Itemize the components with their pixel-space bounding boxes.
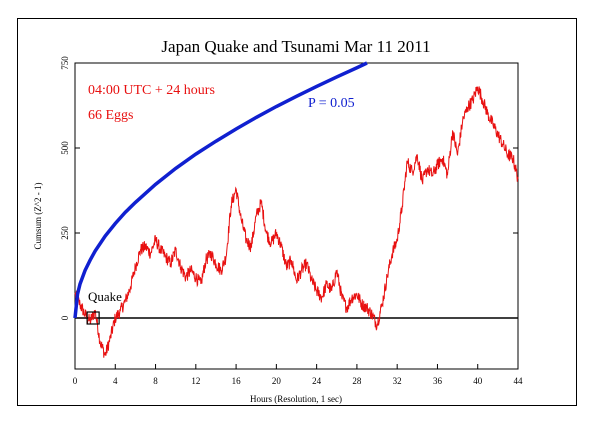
quake-marker-box <box>86 311 100 325</box>
x-tick-label: 36 <box>433 376 443 386</box>
x-axis-label: Hours (Resolution, 1 sec) <box>250 394 342 404</box>
y-tick-label: 250 <box>60 226 70 240</box>
x-tick-label: 28 <box>352 376 362 386</box>
annotation-egg-count: 66 Eggs <box>88 108 134 123</box>
y-axis-label: Cumsum (Z^2 - 1) <box>33 183 43 250</box>
annotation-time-window: 04:00 UTC + 24 hours <box>88 83 215 98</box>
y-tick-label: 500 <box>60 141 70 155</box>
plot-area <box>74 62 519 370</box>
chart-title: Japan Quake and Tsunami Mar 11 2011 <box>161 37 430 56</box>
x-tick-label: 12 <box>191 376 200 386</box>
x-tick-label: 44 <box>514 376 524 386</box>
x-axis-ticks: 0 4 8 12 16 20 24 28 32 36 40 44 <box>73 364 523 386</box>
x-tick-label: 32 <box>393 376 402 386</box>
y-tick-label: 0 <box>60 315 70 320</box>
series-line-p-005-envelope <box>73 61 368 319</box>
x-tick-label: 40 <box>473 376 483 386</box>
x-tick-label: 24 <box>312 376 322 386</box>
x-tick-label: 16 <box>232 376 242 386</box>
x-tick-label: 4 <box>113 376 118 386</box>
series-line-red-cumsum <box>74 86 519 358</box>
x-tick-label: 8 <box>153 376 158 386</box>
y-tick-label: 750 <box>60 56 70 70</box>
x-tick-label: 0 <box>73 376 78 386</box>
annotation-quake-label: Quake <box>88 289 122 304</box>
annotation-p-value: P = 0.05 <box>308 96 355 111</box>
figure-frame <box>17 18 577 406</box>
x-tick-label: 20 <box>272 376 282 386</box>
